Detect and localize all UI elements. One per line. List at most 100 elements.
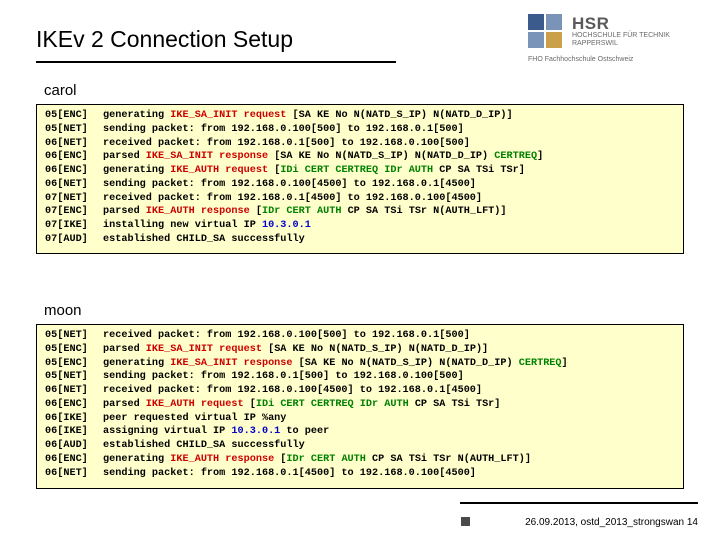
log-text: established CHILD_SA successfully [103,440,305,451]
log-highlight: IDr CERT AUTH [262,206,341,217]
log-highlight: IDr CERT AUTH [286,454,365,465]
log-line: 06[IKE]peer requested virtual IP %any [45,412,675,426]
log-line: 06[ENC]generating IKE_AUTH request [IDi … [45,164,675,178]
log-tag: 06[NET] [45,384,103,398]
log-text: received packet: from 192.168.0.100[4500… [103,385,482,396]
log-text: assigning virtual IP [103,426,231,437]
log-text: [SA KE No N(NATD_S_IP) N(NATD_D_IP) [293,358,519,369]
slide: IKEv 2 Connection Setup HSR HOCHSCHULE F… [0,0,720,540]
log-line: 05[ENC]generating IKE_SA_INIT response [… [45,357,675,371]
log-text: [ [274,454,286,465]
log-highlight: IKE_AUTH request [170,165,268,176]
log-line: 06[IKE]assigning virtual IP 10.3.0.1 to … [45,425,675,439]
log-tag: 06[NET] [45,137,103,151]
log-tag: 06[IKE] [45,412,103,426]
log-highlight: IKE_AUTH response [170,454,274,465]
log-box-carol: 05[ENC]generating IKE_SA_INIT request [S… [36,104,684,254]
log-line: 06[NET]sending packet: from 192.168.0.1[… [45,467,675,481]
log-tag: 06[ENC] [45,453,103,467]
footer-square-icon [461,517,470,526]
log-line: 05[ENC]parsed IKE_SA_INIT request [SA KE… [45,343,675,357]
log-line: 05[NET]sending packet: from 192.168.0.10… [45,123,675,137]
log-text: [ [244,399,256,410]
section-label-carol: carol [44,82,77,99]
log-line: 06[NET]received packet: from 192.168.0.1… [45,137,675,151]
log-tag: 06[NET] [45,178,103,192]
log-text: CP SA TSi TSr N(AUTH_LFT)] [341,206,506,217]
log-highlight: IKE_AUTH response [146,206,250,217]
log-text: parsed [103,399,146,410]
footer-text: 26.09.2013, ostd_2013_strongswan 14 [525,517,698,528]
log-text: sending packet: from 192.168.0.1[4500] t… [103,468,476,479]
log-text: [SA KE No N(NATD_S_IP) N(NATD_D_IP)] [262,344,488,355]
log-text: generating [103,110,170,121]
log-tag: 07[ENC] [45,205,103,219]
log-text: parsed [103,206,146,217]
log-text: [ [268,165,280,176]
log-highlight: IDi CERT CERTREQ IDr AUTH [280,165,433,176]
logo-subtitle: HOCHSCHULE FÜR TECHNIK RAPPERSWIL [572,32,670,48]
log-tag: 05[NET] [45,329,103,343]
log-tag: 05[NET] [45,123,103,137]
log-highlight: IKE_SA_INIT response [170,358,292,369]
log-tag: 05[ENC] [45,343,103,357]
log-tag: 07[IKE] [45,219,103,233]
log-tag: 05[ENC] [45,109,103,123]
log-line: 07[IKE]installing new virtual IP 10.3.0.… [45,219,675,233]
log-line: 06[NET]sending packet: from 192.168.0.10… [45,178,675,192]
log-tag: 05[ENC] [45,357,103,371]
log-text: ] [562,358,568,369]
log-line: 07[AUD]established CHILD_SA successfully [45,233,675,247]
log-text: received packet: from 192.168.0.1[4500] … [103,193,482,204]
log-text: CP SA TSi TSr N(AUTH_LFT)] [366,454,531,465]
log-text: sending packet: from 192.168.0.1[500] to… [103,371,464,382]
log-text: [SA KE No N(NATD_S_IP) N(NATD_D_IP) [268,151,494,162]
log-line: 05[NET]sending packet: from 192.168.0.1[… [45,370,675,384]
log-text: parsed [103,344,146,355]
logo-fho-text: FHO Fachhochschule Ostschweiz [528,56,633,63]
log-text: sending packet: from 192.168.0.100[500] … [103,124,464,135]
log-text: peer requested virtual IP %any [103,413,286,424]
log-line: 06[NET]received packet: from 192.168.0.1… [45,384,675,398]
log-tag: 06[ENC] [45,164,103,178]
log-highlight: IKE_SA_INIT request [146,344,262,355]
log-box-moon: 05[NET]received packet: from 192.168.0.1… [36,324,684,489]
log-tag: 06[IKE] [45,425,103,439]
log-text: established CHILD_SA successfully [103,234,305,245]
log-line: 06[ENC]generating IKE_AUTH response [IDr… [45,453,675,467]
log-line: 05[NET]received packet: from 192.168.0.1… [45,329,675,343]
log-line: 06[AUD]established CHILD_SA successfully [45,439,675,453]
log-text: sending packet: from 192.168.0.100[4500]… [103,179,476,190]
log-text: CP SA TSi TSr] [409,399,501,410]
logo-hsr-text: HSR [572,14,609,34]
log-tag: 05[NET] [45,370,103,384]
log-tag: 07[NET] [45,192,103,206]
log-tag: 06[ENC] [45,398,103,412]
footer-divider [460,502,698,504]
page-title: IKEv 2 Connection Setup [36,26,293,53]
log-highlight: CERTREQ [494,151,537,162]
hsr-logo: HSR HOCHSCHULE FÜR TECHNIK RAPPERSWIL FH… [528,14,698,66]
log-text: parsed [103,151,146,162]
log-highlight: CERTREQ [519,358,562,369]
log-line: 07[ENC]parsed IKE_AUTH response [IDr CER… [45,205,675,219]
log-highlight: IKE_SA_INIT response [146,151,268,162]
log-line: 06[ENC]parsed IKE_SA_INIT response [SA K… [45,150,675,164]
log-highlight: IKE_AUTH request [146,399,244,410]
log-text: received packet: from 192.168.0.1[500] t… [103,138,470,149]
log-tag: 06[AUD] [45,439,103,453]
log-text: generating [103,454,170,465]
log-text: generating [103,358,170,369]
title-underline [36,61,396,63]
log-text: installing new virtual IP [103,220,262,231]
section-label-moon: moon [44,302,82,319]
log-text: received packet: from 192.168.0.100[500]… [103,330,470,341]
log-tag: 07[AUD] [45,233,103,247]
log-highlight: 10.3.0.1 [262,220,311,231]
log-line: 05[ENC]generating IKE_SA_INIT request [S… [45,109,675,123]
log-highlight: IKE_SA_INIT request [170,110,286,121]
log-line: 07[NET]received packet: from 192.168.0.1… [45,192,675,206]
log-text: generating [103,165,170,176]
logo-mark-icon [528,14,564,50]
log-tag: 06[NET] [45,467,103,481]
